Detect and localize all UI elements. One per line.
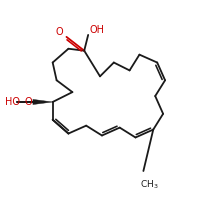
Text: O: O	[25, 97, 32, 107]
Text: OH: OH	[90, 25, 105, 35]
Text: CH$_3$: CH$_3$	[140, 179, 159, 191]
Polygon shape	[33, 99, 53, 105]
Text: HO: HO	[5, 97, 20, 107]
Text: O: O	[56, 27, 63, 37]
